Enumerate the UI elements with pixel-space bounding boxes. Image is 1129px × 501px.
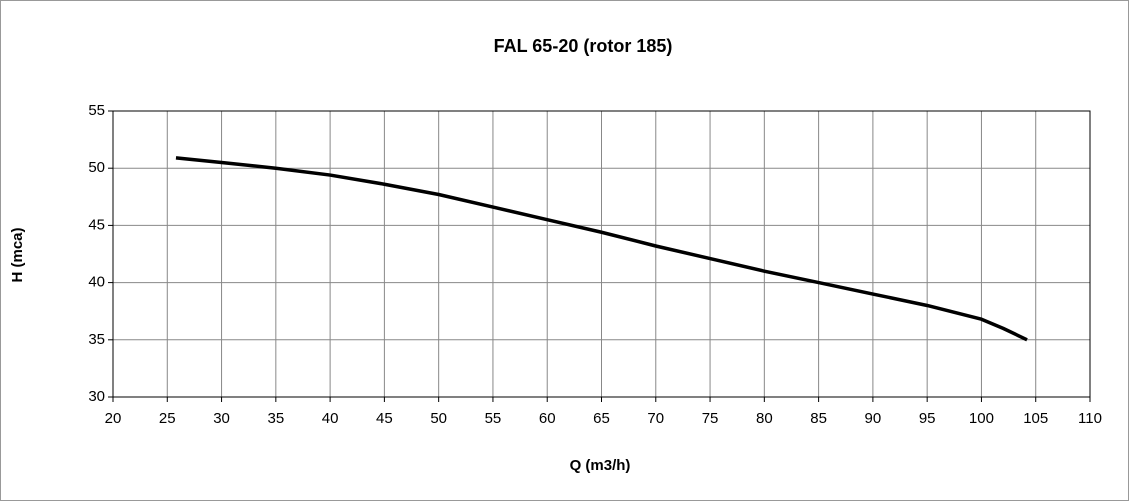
- x-tick-label: 60: [539, 410, 556, 427]
- x-tick-label: 85: [810, 410, 827, 427]
- y-tick-label: 35: [88, 331, 105, 348]
- x-tick-label: 50: [430, 410, 447, 427]
- y-tick-label: 50: [88, 159, 105, 176]
- x-tick-label: 65: [593, 410, 610, 427]
- x-tick-label: 35: [267, 410, 284, 427]
- plot-border: [112, 110, 1091, 398]
- x-tick-label: 55: [485, 410, 502, 427]
- chart-title: FAL 65-20 (rotor 185): [494, 36, 673, 56]
- x-tick-label: 80: [756, 410, 773, 427]
- x-tick-label: 105: [1023, 410, 1048, 427]
- x-axis-label: Q (m3/h): [570, 457, 631, 474]
- x-tick-label: 25: [159, 410, 176, 427]
- x-tick-label: 90: [865, 410, 882, 427]
- y-tick-label: 30: [88, 388, 105, 405]
- y-tick-label: 40: [88, 274, 105, 291]
- x-tick-label: 20: [105, 410, 122, 427]
- x-tick-label: 95: [919, 410, 936, 427]
- x-tick-label: 110: [1078, 410, 1102, 427]
- x-tick-label: 75: [702, 410, 719, 427]
- y-tick-label: 55: [88, 102, 105, 119]
- x-tick-label: 100: [969, 410, 994, 427]
- x-tick-label: 30: [213, 410, 230, 427]
- x-tick-label: 40: [322, 410, 339, 427]
- x-tick-label: 70: [647, 410, 664, 427]
- y-tick-label: 45: [88, 216, 105, 233]
- data-line: [175, 156, 1028, 342]
- y-axis-label: H (mca): [9, 227, 26, 282]
- x-tick-label: 45: [376, 410, 393, 427]
